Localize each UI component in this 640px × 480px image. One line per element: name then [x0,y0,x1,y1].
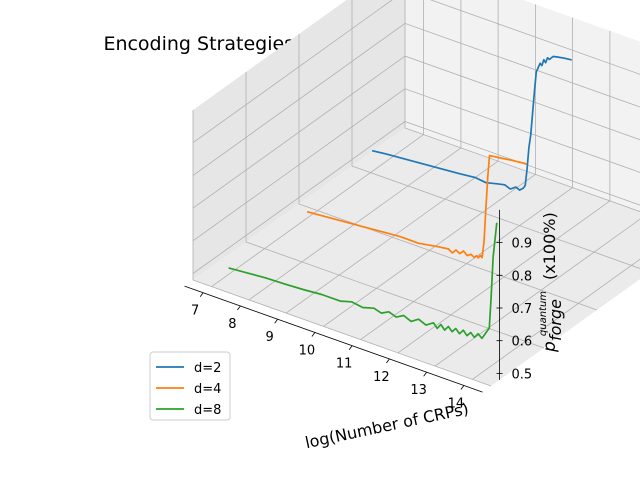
x-axis: 7 8 9 10 11 12 13 14 [184,285,483,412]
grid-line-depth [245,72,545,349]
x-tick [348,345,353,350]
x-tick [460,385,465,390]
series-line-d8 [228,222,498,340]
x-axis-label: log(Number of CRPs) [303,399,470,452]
x-tick-label: 13 [410,383,427,398]
legend-label-d8: d=8 [194,403,221,418]
series-line-d4 [306,154,528,259]
x-tick-label: 12 [373,370,390,385]
legend-label-d2: d=2 [194,361,221,376]
z-tick-label: 0.7 [512,302,533,317]
grid-line-depth [404,0,640,213]
x-tick-label: 10 [299,344,316,359]
x-tick-label: 11 [336,357,353,372]
x-tick-label: 7 [191,304,199,319]
back-pane [405,0,640,212]
grid-line-depth [192,110,492,387]
z-axis-label: p quantum forge (x100%) [538,212,565,353]
x-tick [274,318,278,324]
series-line-d2 [371,55,572,191]
x-tick [237,305,241,311]
grid-line-z [192,0,640,144]
z-axis-label-p: p [540,341,560,353]
legend: d=2 d=4 d=8 [149,351,231,421]
z-axis-label-subscript: forge [546,299,565,341]
x-tick [386,358,390,364]
z-axis-label-suffix: (x100%) [540,212,559,280]
x-axis-line [184,285,483,393]
x-tick [423,371,427,377]
svg-text:p quantum: p quantum [538,291,560,353]
legend-box [149,351,231,421]
grid-line-depth [298,34,598,311]
x-tick [311,332,316,337]
z-tick-label: 0.8 [512,269,533,284]
z-axis-label-superscript: quantum [538,291,549,336]
x-tick-label: 14 [448,397,465,412]
grid-line-depth [351,0,640,269]
grid-line-x [434,218,640,367]
grid-line-x [472,258,640,380]
x-tick-label: 9 [265,330,273,345]
z-tick-label: 0.5 [512,367,533,382]
z-axis: 0.5 0.6 0.7 0.8 0.9 [496,209,533,382]
floor-pane [193,128,640,386]
z-tick-label: 0.6 [512,335,533,350]
grid-lines [192,0,640,387]
legend-label-d4: d=4 [194,382,221,397]
x-tick [199,292,204,297]
plot-lines [228,55,572,340]
z-tick-label: 0.9 [512,237,533,252]
x-tick-label: 8 [228,317,236,332]
